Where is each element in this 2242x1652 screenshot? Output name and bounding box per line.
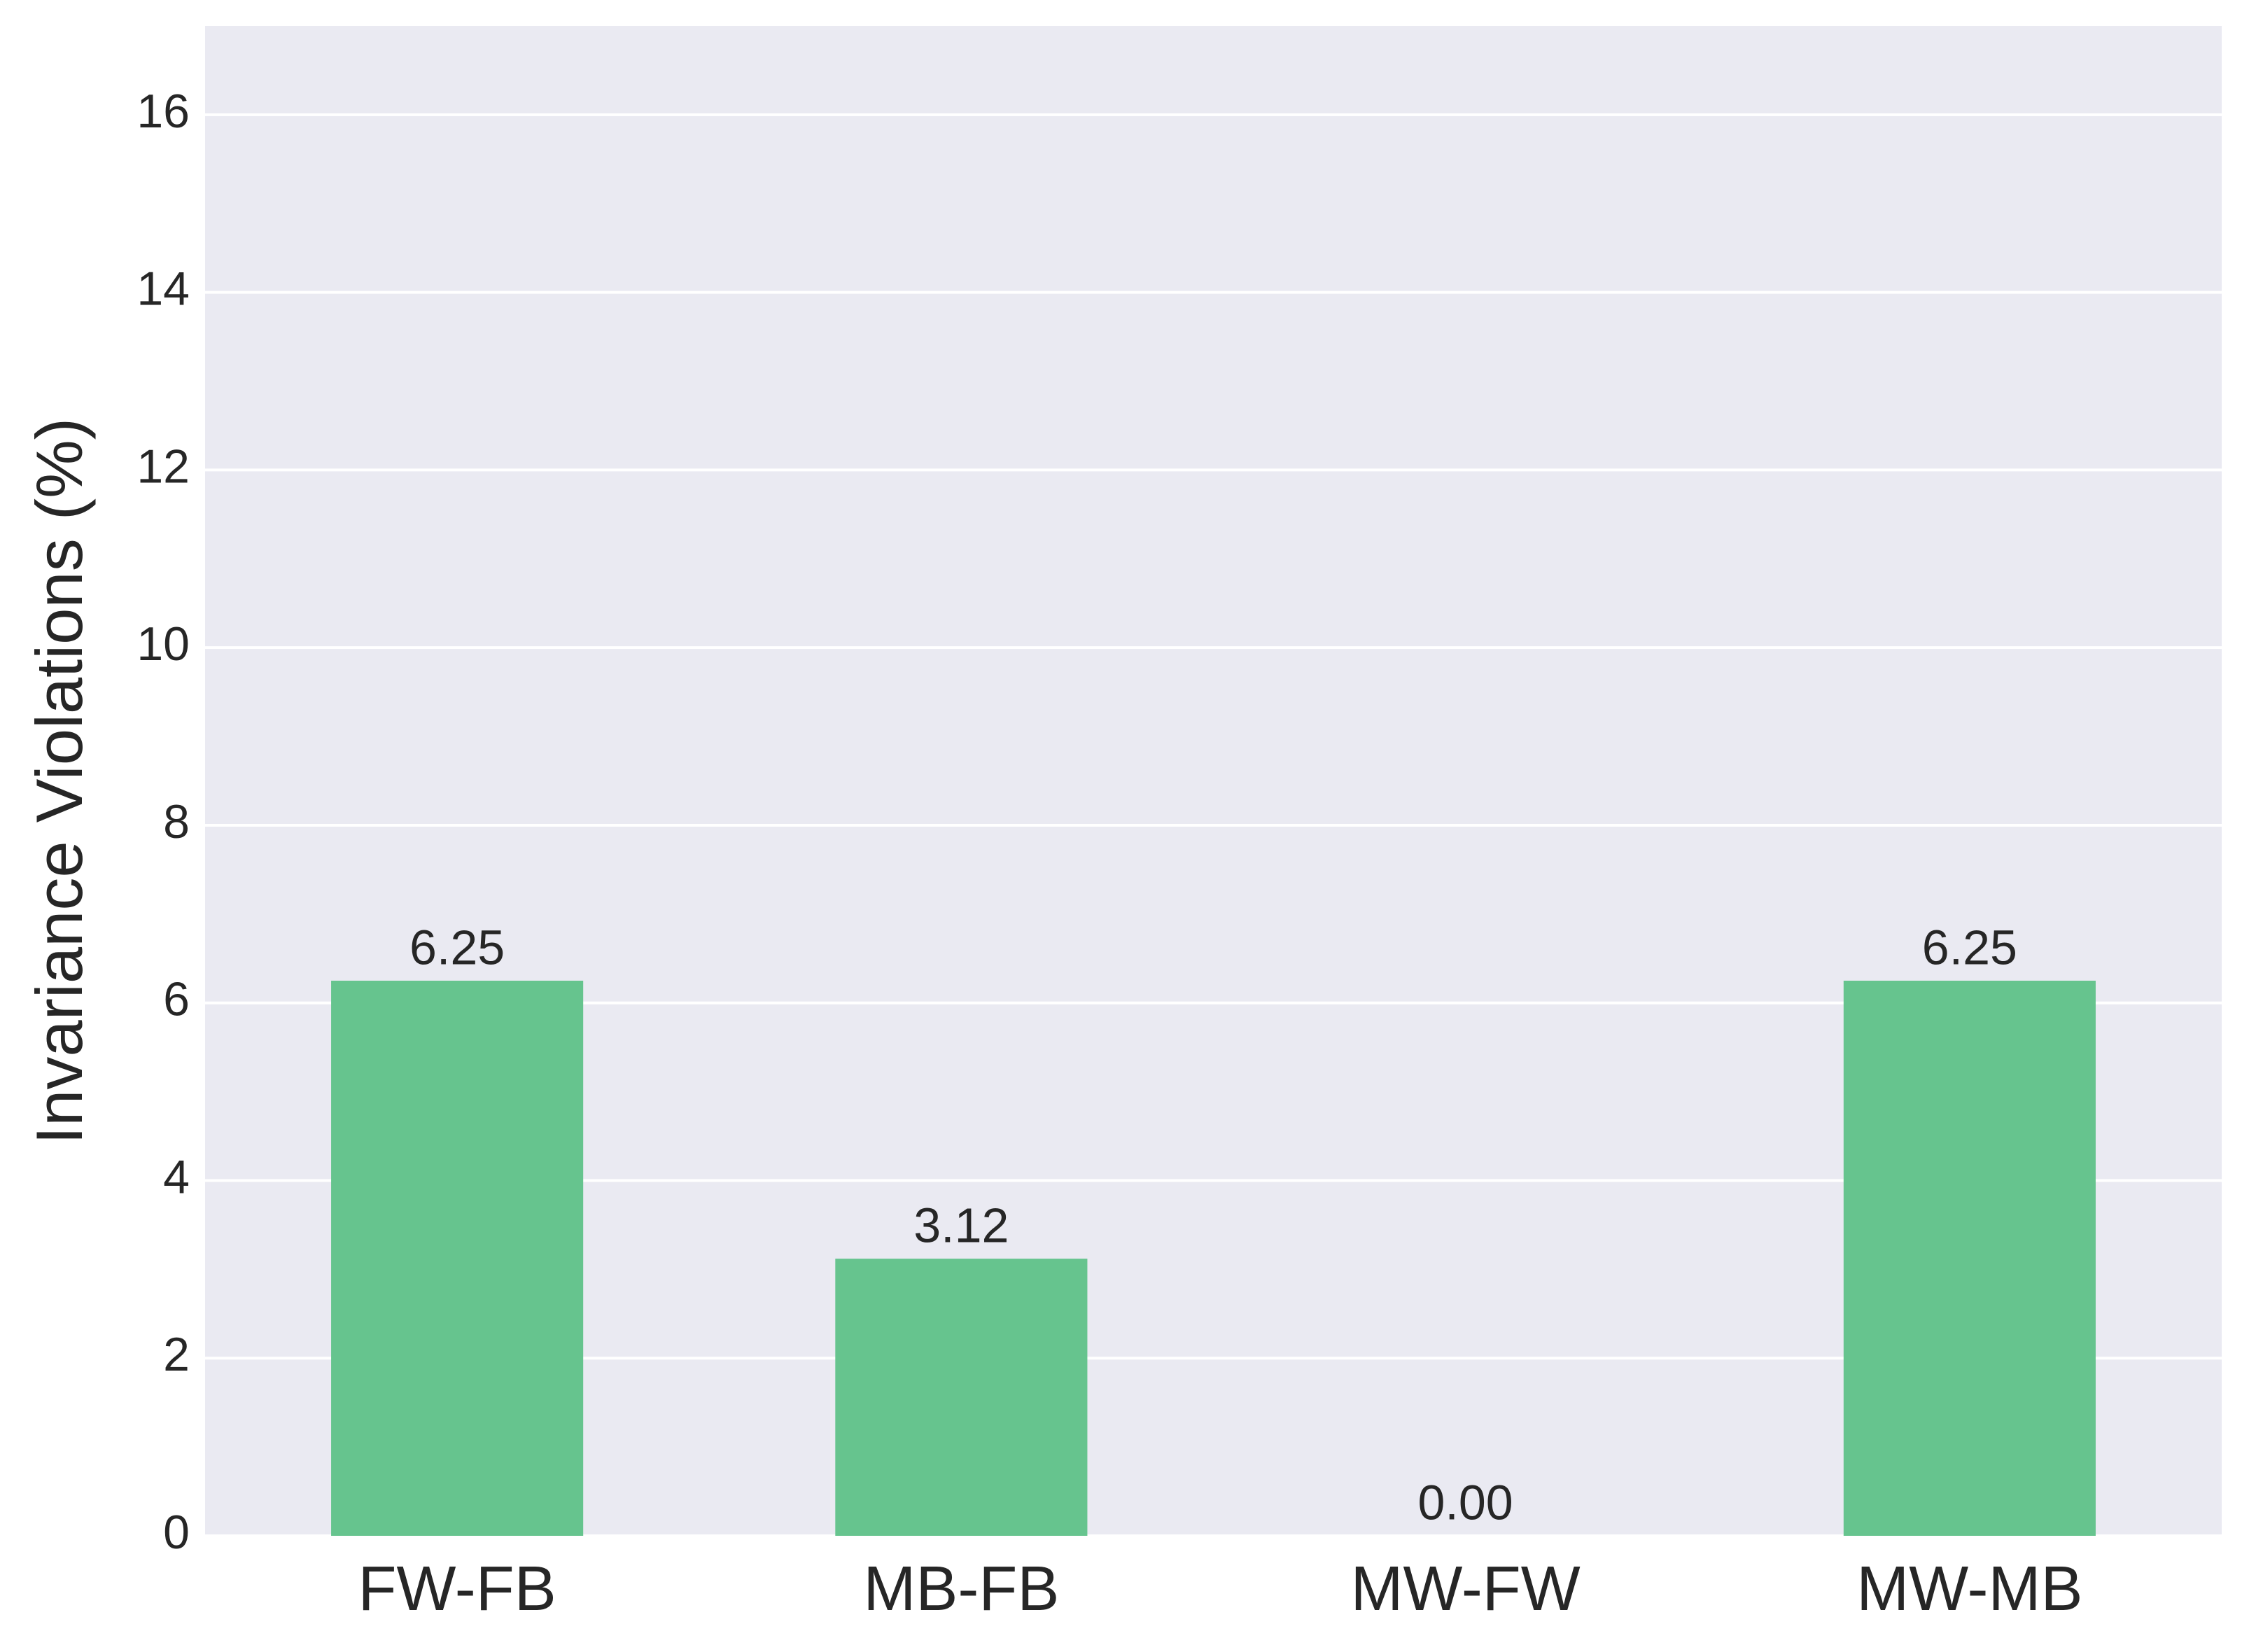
y-tick-label: 0 (163, 1506, 190, 1559)
y-tick-label: 14 (136, 262, 190, 316)
y-tick-label: 2 (163, 1328, 190, 1381)
value-label: 6.25 (409, 920, 505, 974)
y-tick-label: 10 (136, 617, 190, 671)
value-label: 0.00 (1418, 1475, 1513, 1530)
y-tick-label: 8 (163, 795, 190, 848)
value-label: 3.12 (913, 1198, 1009, 1253)
value-label: 6.25 (1922, 920, 2017, 974)
y-tick-label: 16 (136, 85, 190, 138)
y-tick-label: 4 (163, 1150, 190, 1203)
x-tick-label: MW-MB (1856, 1554, 2082, 1624)
y-tick-label: 12 (136, 440, 190, 493)
x-tick-label: MW-FW (1351, 1554, 1581, 1624)
bar (835, 1259, 1088, 1536)
y-tick-label: 6 (163, 973, 190, 1026)
bar (1843, 980, 2096, 1536)
y-axis-label: Invariance Violations (%) (22, 418, 96, 1144)
x-tick-label: FW-FB (358, 1554, 556, 1624)
x-tick-label: MB-FB (863, 1554, 1059, 1624)
bar (331, 980, 584, 1536)
